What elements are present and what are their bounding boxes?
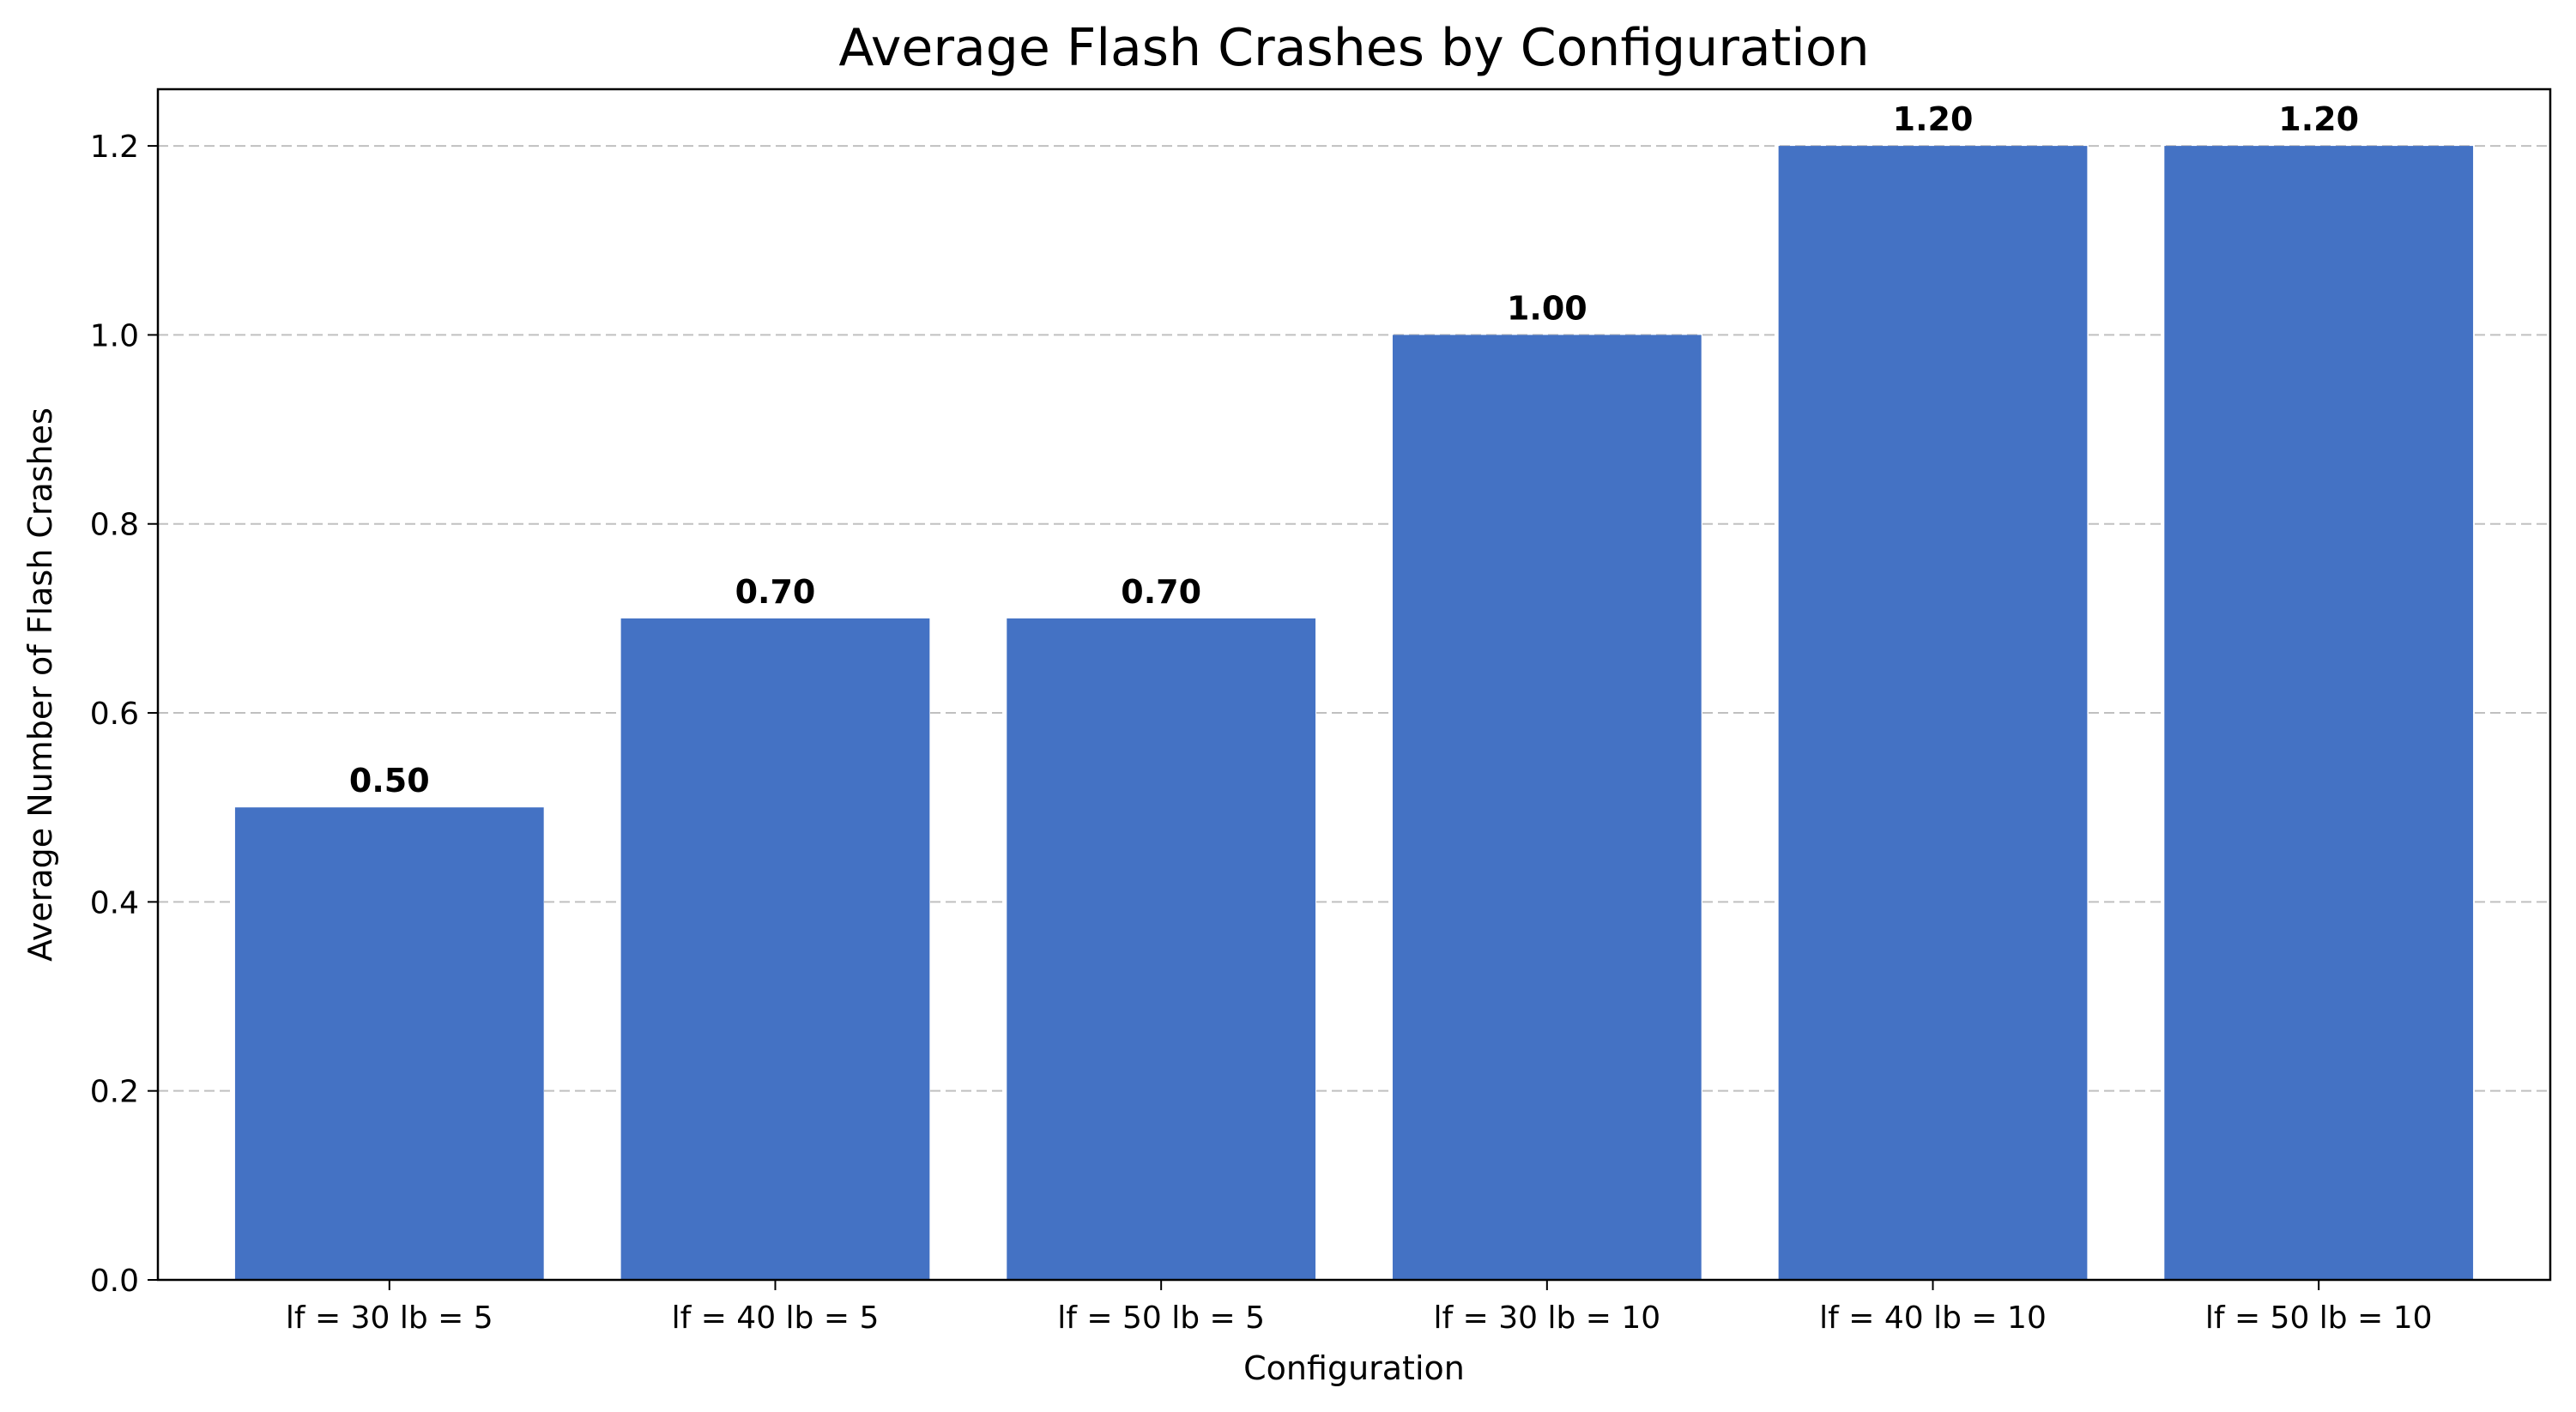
x-tick-label: lf = 50 lb = 5	[1057, 1300, 1265, 1336]
y-tick-label: 1.2	[90, 130, 139, 165]
y-tick-label: 0.0	[90, 1264, 139, 1299]
x-tick-label: lf = 50 lb = 10	[2205, 1300, 2433, 1336]
y-tick-label: 0.4	[90, 885, 139, 920]
bars	[234, 146, 2474, 1281]
data-label: 0.50	[349, 762, 430, 800]
x-tick-label: lf = 40 lb = 10	[1819, 1300, 2047, 1336]
gridlines	[158, 145, 2550, 1092]
y-axis-label: Average Number of Flash Crashes	[21, 407, 59, 962]
x-axis-label: Configuration	[1243, 1349, 1465, 1387]
x-tick-label: lf = 30 lb = 5	[286, 1300, 493, 1336]
y-tick-label: 0.2	[90, 1075, 139, 1110]
bar	[1778, 146, 2088, 1281]
bar	[234, 807, 544, 1280]
x-tick-label: lf = 40 lb = 5	[672, 1300, 880, 1336]
y-axis-ticks: 0.0 0.2 0.4 0.6 0.8 1.0 1.2	[90, 130, 158, 1299]
y-tick-label: 1.0	[90, 318, 139, 353]
data-label: 1.20	[1893, 100, 1974, 138]
data-label: 0.70	[1121, 573, 1201, 611]
data-label: 0.70	[735, 573, 816, 611]
bar	[1007, 618, 1316, 1280]
bar	[1392, 335, 1702, 1280]
bar	[620, 618, 930, 1280]
bar	[2164, 146, 2474, 1281]
x-tick-label: lf = 30 lb = 10	[1433, 1300, 1660, 1336]
data-labels: 0.50 0.70 0.70 1.00 1.20 1.20	[349, 100, 2359, 800]
data-label: 1.00	[1507, 289, 1587, 327]
y-tick-label: 0.6	[90, 697, 139, 732]
plot-frame	[156, 87, 2552, 1282]
data-label: 1.20	[2278, 100, 2359, 138]
chart-title: Average Flash Crashes by Configuration	[838, 18, 1869, 78]
x-axis-ticks: lf = 30 lb = 5 lf = 40 lb = 5 lf = 50 lb =…	[286, 1280, 2433, 1336]
y-tick-label: 0.8	[90, 508, 139, 543]
